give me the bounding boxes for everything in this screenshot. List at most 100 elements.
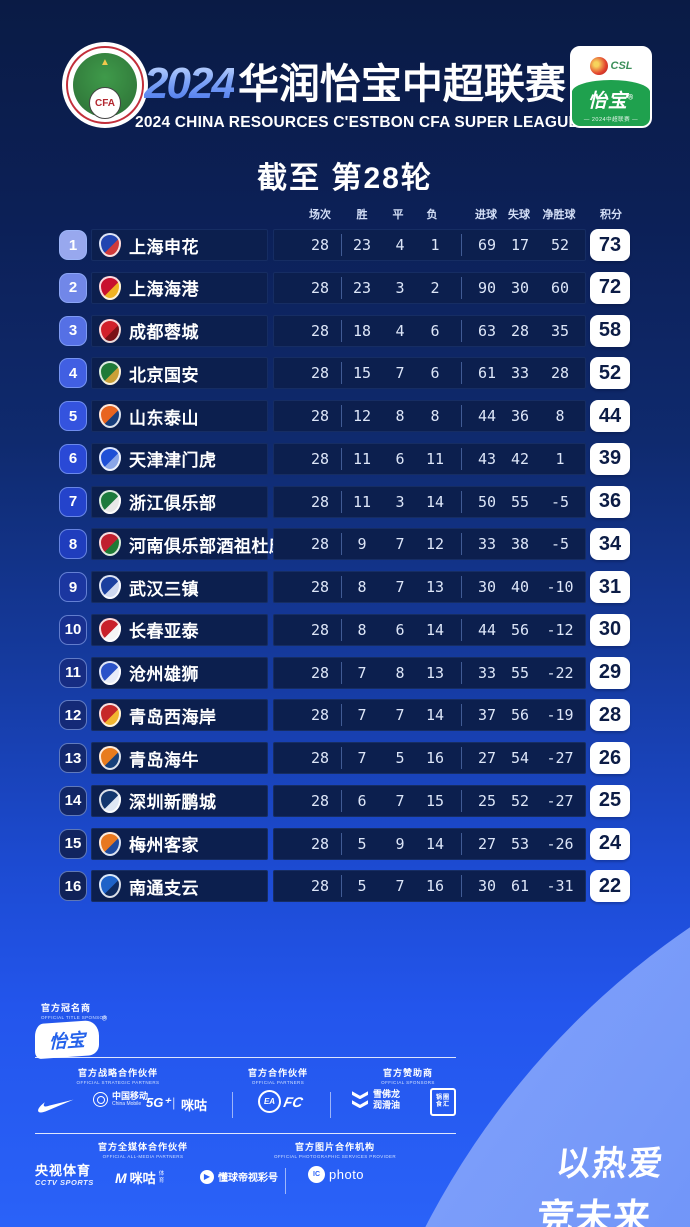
team-panel: 长春亚泰 [91,613,268,646]
points-badge: 34 [590,528,630,561]
globe-icon [93,1092,108,1108]
stat-goal-diff: -19 [546,706,574,725]
points-badge: 28 [590,699,630,732]
team-name: 青岛海牛 [129,750,199,770]
stat-goals-against: 28 [510,321,530,340]
team-logo-icon [99,703,121,728]
stat-goal-diff: -31 [546,877,574,896]
table-row: 1 上海申花 28 23 4 1 69 17 52 73 [0,229,690,261]
stat-lost: 13 [425,663,445,682]
migu-sports-logo: M 咪咕 体育 [115,1169,165,1187]
title-year: 2024 [144,59,236,108]
table-row: 6 天津津门虎 28 11 6 11 43 42 1 39 [0,442,690,475]
table-row: 10 长春亚泰 28 8 6 14 44 56 -12 30 [0,613,690,646]
points-badge: 52 [590,357,630,390]
team-name: 北京国安 [129,365,199,385]
yibao-flag-logo: 怡宝 ® [35,1015,107,1060]
stat-goals-for: 61 [477,364,497,383]
stat-goals-for: 43 [477,449,497,468]
stat-goals-against: 55 [510,492,530,511]
stat-lost: 6 [430,321,440,340]
team-panel: 南通支云 [91,870,268,903]
table-row: 5 山东泰山 28 12 8 8 44 36 8 44 [0,400,690,432]
stat-goal-diff: 28 [550,364,570,383]
stat-goal-diff: -27 [546,791,574,810]
stat-goals-for: 90 [477,278,497,297]
team-stats-panel: 28 7 7 14 37 56 -19 [273,699,586,732]
csl-brand: 怡宝® [587,91,635,112]
page-title: 2024华润怡宝中超联赛 [135,50,575,110]
rank-badge: 7 [59,486,87,517]
team-name: 成都蓉城 [129,323,199,342]
team-logo-icon [99,532,121,557]
stat-played: 28 [310,877,330,896]
stat-goal-diff: -12 [546,620,574,639]
stat-goals-against: 36 [510,407,530,425]
stat-goal-diff: 1 [555,449,565,468]
col-header-goal-diff: 净胜球 [542,209,576,221]
slogan: 以热爱 ✦竞未来 [523,1136,690,1227]
stat-won: 15 [352,364,372,383]
stat-goals-for: 33 [477,663,497,682]
team-panel: 北京国安 [91,357,268,390]
stat-lost: 6 [430,364,440,383]
ea-circle-icon: EA [258,1090,281,1113]
stat-drawn: 7 [395,364,405,383]
stat-lost: 14 [425,706,445,725]
stat-drawn: 3 [395,278,405,297]
rank-badge: 11 [59,657,87,688]
stat-played: 28 [310,706,330,725]
team-stats-panel: 28 5 7 16 30 61 -31 [273,870,586,903]
table-row: 16 南通支云 28 5 7 16 30 61 -31 22 [0,870,690,903]
ic-circle-icon: IC [308,1166,325,1183]
stat-lost: 14 [425,620,445,639]
team-logo-icon [99,874,121,899]
stat-played: 28 [310,236,330,254]
cfa-ball-icon: CFA [89,87,121,119]
emblem-icon: ▲ [100,57,110,68]
team-stats-panel: 28 7 8 13 33 55 -22 [273,656,586,689]
page-subtitle: 2024 CHINA RESOURCES C'ESTBON CFA SUPER … [135,114,580,131]
stat-goals-for: 44 [477,620,497,639]
stat-drawn: 7 [395,706,405,725]
table-row: 13 青岛海牛 28 7 5 16 27 54 -27 26 [0,742,690,774]
divider [35,1133,456,1134]
team-stats-panel: 28 11 6 11 43 42 1 [273,442,586,475]
stat-goal-diff: -5 [550,492,570,511]
points-badge: 26 [590,742,630,774]
guoquan-logo: 锅圈 食汇 [430,1088,456,1116]
stat-goals-for: 30 [477,877,497,896]
table-row: 11 沧州雄狮 28 7 8 13 33 55 -22 29 [0,656,690,689]
rank-badge: 1 [59,230,87,260]
team-panel: 上海申花 [91,229,268,261]
fiveg-logo: 5G⁺ [146,1095,171,1110]
stat-won: 11 [352,492,372,511]
stat-won: 7 [357,663,367,682]
stat-lost: 8 [430,407,440,425]
stat-won: 8 [357,620,367,639]
stat-goals-for: 44 [477,407,497,425]
round-title: 截至 第28轮 [257,162,433,195]
stat-lost: 16 [425,877,445,896]
stat-played: 28 [310,663,330,682]
photo-partner-label: 官方图片合作机构 OFFICIAL PHOTOGRAPHIC SERVICES … [273,1142,397,1159]
csl-badge-icon: CSL 怡宝® — 2024中超联赛 — [570,46,652,128]
rank-badge: 3 [59,315,87,346]
stat-won: 11 [352,449,372,468]
points-badge: 25 [590,784,630,817]
title-cn: 华润怡宝中超联赛 [237,61,566,107]
stat-goals-against: 52 [510,791,530,810]
stat-lost: 14 [425,492,445,511]
team-name: 长春亚泰 [129,622,199,642]
stat-goals-for: 50 [477,492,497,511]
stat-goals-for: 30 [477,578,497,596]
team-stats-panel: 28 12 8 8 44 36 8 [273,400,586,432]
separator [285,1168,286,1194]
points-badge: 22 [590,870,630,903]
stat-played: 28 [310,449,330,468]
table-row: 2 上海海港 28 23 3 2 90 30 60 72 [0,271,690,304]
stat-goals-against: 42 [510,449,530,468]
col-header-drawn: 平 [392,209,404,221]
stat-drawn: 8 [395,407,405,425]
